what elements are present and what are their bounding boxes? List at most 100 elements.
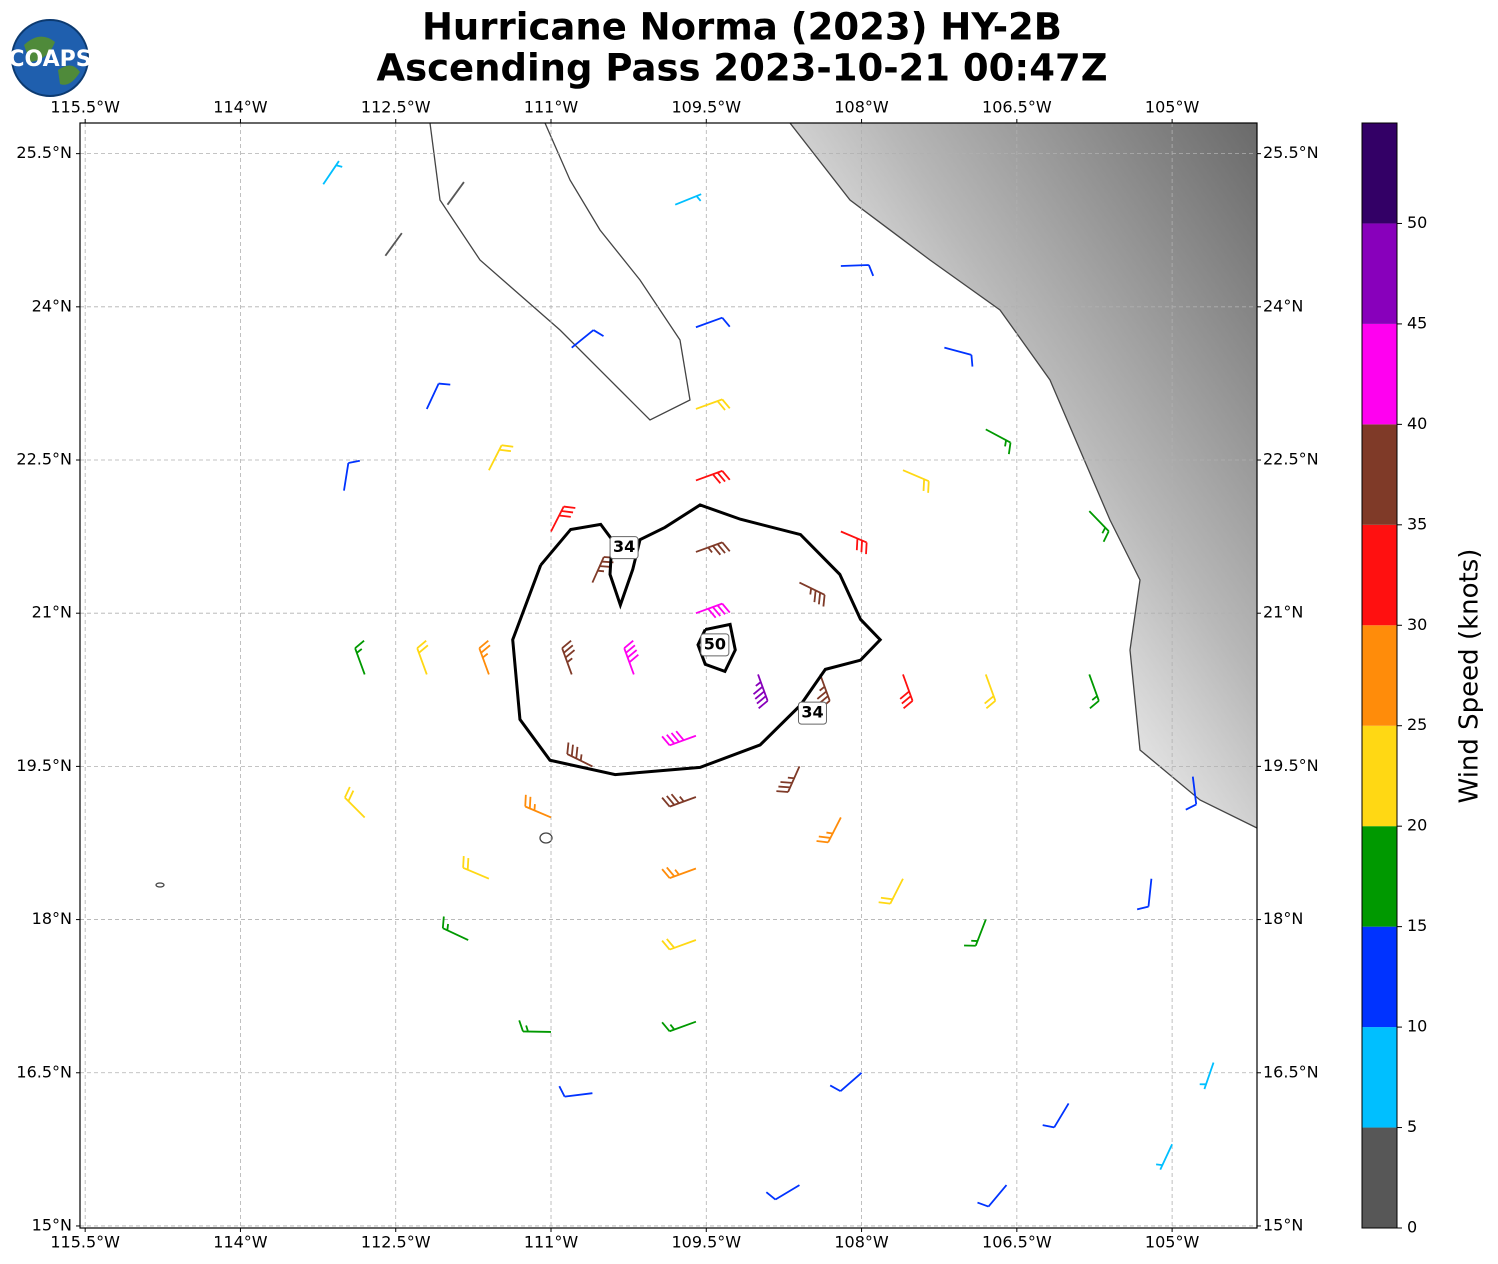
wind-barb bbox=[878, 878, 904, 905]
isotach bbox=[511, 503, 883, 777]
logo: COAPS bbox=[8, 19, 92, 97]
y-tick-label: 25.5°N bbox=[16, 143, 72, 162]
isotach-label-box bbox=[700, 633, 730, 657]
x-tick-label: 112.5°W bbox=[361, 1233, 431, 1252]
wind-barb bbox=[829, 1072, 863, 1092]
x-tick-label: 106.5°W bbox=[982, 98, 1052, 117]
wind-barb bbox=[571, 329, 604, 349]
wind-barb bbox=[985, 428, 1012, 455]
wind-barb bbox=[561, 639, 576, 675]
y-tick-label: 15°N bbox=[32, 1215, 72, 1234]
wind-barb bbox=[322, 160, 343, 185]
wind-barb bbox=[661, 938, 697, 951]
colorbar-bin bbox=[1362, 123, 1397, 224]
wind-barb bbox=[695, 602, 731, 619]
colorbar-tick-label: 35 bbox=[1407, 514, 1427, 533]
isotach-label: 34 bbox=[801, 703, 823, 722]
wind-barb bbox=[441, 916, 469, 941]
x-tick-label: 105°W bbox=[1145, 1233, 1200, 1252]
colorbar-tick-label: 45 bbox=[1407, 313, 1427, 332]
wind-barb bbox=[524, 794, 552, 819]
colorbar-tick-label: 40 bbox=[1407, 414, 1427, 433]
y-tick-label: 18°N bbox=[32, 909, 72, 928]
wind-barb bbox=[899, 674, 914, 710]
wind-barb bbox=[695, 398, 731, 411]
wind-barb bbox=[674, 193, 702, 206]
logo-text: COAPS bbox=[8, 47, 91, 72]
x-tick-label: 111°W bbox=[524, 98, 579, 117]
wind-barb bbox=[765, 1184, 800, 1201]
wind-barb bbox=[661, 730, 697, 747]
wind-barb bbox=[977, 1184, 1008, 1208]
title-line: Hurricane Norma (2023) HY-2B bbox=[422, 6, 1062, 49]
basemap bbox=[155, 123, 1257, 888]
colorbar-bin bbox=[1362, 725, 1397, 827]
colorbar: 0 5 10 15 20 25 30 35 40 45 50 bbox=[1361, 122, 1427, 1237]
wind-barb bbox=[416, 639, 429, 675]
wind-barb bbox=[984, 674, 997, 710]
wind-barb bbox=[1088, 510, 1110, 543]
x-tick-label: 115.5°W bbox=[50, 1233, 120, 1252]
wind-barbs bbox=[322, 160, 1215, 1208]
colorbar-bin bbox=[1362, 424, 1397, 525]
colorbar-frame bbox=[1361, 122, 1398, 1229]
colorbar-bin bbox=[1362, 625, 1397, 726]
y-tick-label: 16.5°N bbox=[16, 1062, 72, 1081]
wind-barb bbox=[1199, 1062, 1215, 1090]
x-tick-label: 105°W bbox=[1145, 98, 1200, 117]
wind-barb bbox=[518, 1020, 552, 1033]
y-tick-label: 22.5°N bbox=[1263, 450, 1319, 469]
island bbox=[539, 832, 553, 844]
y-tick-label: 18°N bbox=[1263, 909, 1303, 928]
y-tick-label: 21°N bbox=[32, 603, 72, 622]
wind-barb bbox=[1156, 1143, 1173, 1171]
x-tick-label: 111°W bbox=[524, 1233, 579, 1252]
wind-barb bbox=[343, 459, 361, 491]
wind-barb bbox=[661, 866, 697, 879]
y-tick-label: 19.5°N bbox=[1263, 756, 1319, 775]
wind-barb bbox=[661, 1020, 697, 1033]
colorbar-bin bbox=[1362, 926, 1397, 1028]
wind-barb bbox=[488, 444, 514, 471]
colorbar-bin bbox=[1362, 524, 1397, 626]
wind-barb bbox=[695, 470, 731, 484]
y-tick-label: 24°N bbox=[32, 296, 72, 315]
y-tick-label: 16.5°N bbox=[1263, 1062, 1319, 1081]
colorbar-bin bbox=[1362, 1127, 1397, 1228]
wind-barb bbox=[695, 316, 731, 329]
isotach-label-box bbox=[609, 536, 639, 560]
colorbar-bin bbox=[1362, 826, 1397, 927]
grid: 115.5°W 115.5°W 114°W 114°W 112.5°W 112.5°W 11… bbox=[16, 98, 1318, 1252]
mainland bbox=[790, 123, 1257, 828]
wind-barb bbox=[1042, 1102, 1070, 1129]
wind-barb bbox=[1088, 674, 1100, 710]
colorbar-tick-label: 20 bbox=[1407, 816, 1427, 835]
x-tick-label: 108°W bbox=[834, 1233, 889, 1252]
map-frame bbox=[79, 122, 1258, 1229]
wind-barb bbox=[1185, 776, 1198, 811]
wind-barb bbox=[478, 639, 491, 675]
y-tick-label: 21°N bbox=[1263, 603, 1303, 622]
y-tick-label: 15°N bbox=[1263, 1215, 1303, 1234]
colorbar-label: Wind Speed (knots) bbox=[1455, 549, 1485, 804]
colorbar-tick-label: 5 bbox=[1407, 1117, 1417, 1136]
wind-barb bbox=[752, 674, 769, 710]
colorbar-tick-label: 0 bbox=[1407, 1218, 1417, 1237]
wind-barb bbox=[344, 786, 366, 819]
wind-barb bbox=[558, 1085, 593, 1098]
isotach-label: 50 bbox=[704, 634, 726, 653]
isotach-label: 34 bbox=[613, 537, 635, 556]
y-tick-label: 22.5°N bbox=[16, 450, 72, 469]
wind-barb bbox=[425, 382, 451, 410]
isotach bbox=[696, 622, 737, 674]
x-tick-label: 115.5°W bbox=[50, 98, 120, 117]
wind-barb bbox=[944, 346, 974, 367]
wind-barb bbox=[964, 919, 987, 947]
x-tick-label: 114°W bbox=[213, 1233, 268, 1252]
colorbar-bin bbox=[1362, 323, 1397, 425]
colorbar-bin bbox=[1362, 1027, 1397, 1128]
x-tick-label: 106.5°W bbox=[982, 1233, 1052, 1252]
colorbar-tick-label: 25 bbox=[1407, 715, 1427, 734]
